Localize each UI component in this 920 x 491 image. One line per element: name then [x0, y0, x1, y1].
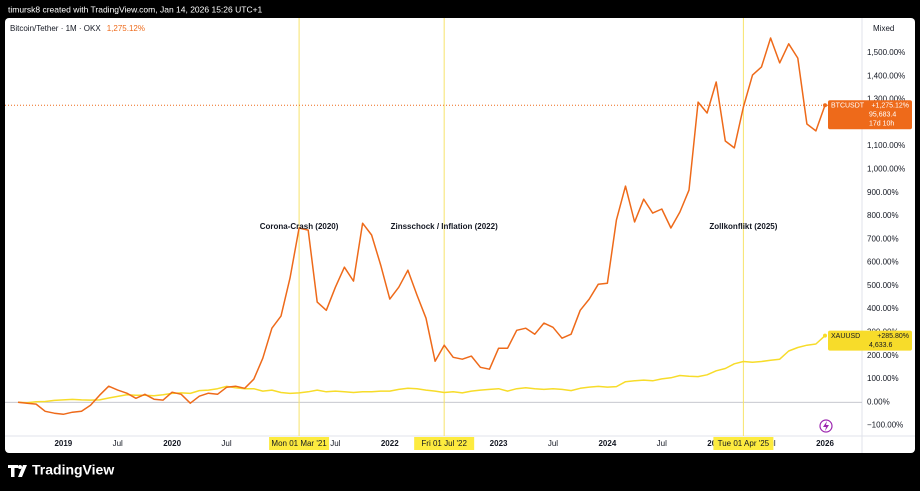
y-tick-label: 1,000.00%	[867, 164, 905, 173]
y-tick-label: 1,400.00%	[867, 71, 905, 80]
y-tick-label: 1,300.00%	[867, 95, 905, 104]
brand-logo	[8, 465, 27, 477]
marker-label: Tue 01 Apr '25	[718, 439, 770, 448]
badge-price: 4,633.6	[869, 342, 892, 349]
price-badge	[828, 100, 912, 130]
y-tick-label: 1,500.00%	[867, 48, 905, 57]
y-tick-label: 600.00%	[867, 258, 899, 267]
x-tick-label: 2024	[598, 439, 616, 448]
y-tick-label: 100.00%	[867, 374, 899, 383]
x-tick-label: 2023	[490, 439, 508, 448]
badge-change: +285.80%	[877, 333, 909, 340]
badge-name: BTCUSDT	[831, 103, 865, 110]
badge-change: +1,275.12%	[871, 103, 909, 110]
x-tick-label: Jul	[113, 439, 123, 448]
y-tick-label: 700.00%	[867, 234, 899, 243]
chart-panel	[5, 18, 915, 453]
x-tick-label: 2020	[163, 439, 181, 448]
marker-label: Mon 01 Mar '21	[271, 439, 327, 448]
x-tick-label: 2026	[816, 439, 834, 448]
y-tick-label: 500.00%	[867, 281, 899, 290]
badge-countdown: 17d 10h	[869, 121, 894, 128]
legend-value: 1,275.12%	[107, 24, 145, 33]
x-tick-label: Jul	[221, 439, 231, 448]
x-tick-label: 2022	[381, 439, 399, 448]
x-tick-label: Jul	[330, 439, 340, 448]
x-tick-label: 2019	[54, 439, 72, 448]
last-point	[823, 333, 827, 338]
marker-label-bg	[269, 437, 330, 450]
badge-price: 95,683.4	[869, 112, 896, 119]
annotation: Zollkonflikt (2025)	[709, 222, 777, 231]
legend-symbol: Bitcoin/Tether · 1M · OKX	[10, 24, 101, 33]
annotation: Corona-Crash (2020)	[260, 222, 339, 231]
brand: TradingView	[32, 462, 114, 478]
credit: timursk8 created with TradingView.com, J…	[8, 4, 263, 14]
marker-label: Fri 01 Jul '22	[421, 439, 467, 448]
x-tick-label: Jul	[548, 439, 558, 448]
series-line	[17, 335, 826, 404]
marker-label-bg	[414, 437, 475, 450]
last-point	[823, 103, 827, 108]
scale-mode[interactable]: Mixed	[873, 24, 894, 33]
badge-name: XAUUSD	[831, 333, 860, 340]
series-line	[17, 37, 826, 416]
y-tick-label: 900.00%	[867, 188, 899, 197]
y-tick-label: 1,100.00%	[867, 141, 905, 150]
price-badge	[828, 330, 912, 351]
x-tick-label: Jul	[657, 439, 667, 448]
alert-icon[interactable]	[819, 419, 833, 433]
y-tick-label: −100.00%	[867, 421, 903, 430]
y-tick-label: 0.00%	[867, 397, 890, 406]
y-tick-label: 400.00%	[867, 304, 899, 313]
y-tick-label: 800.00%	[867, 211, 899, 220]
marker-label-bg	[713, 437, 774, 450]
annotation: Zinsschock / Inflation (2022)	[391, 222, 498, 231]
y-tick-label: 200.00%	[867, 351, 899, 360]
